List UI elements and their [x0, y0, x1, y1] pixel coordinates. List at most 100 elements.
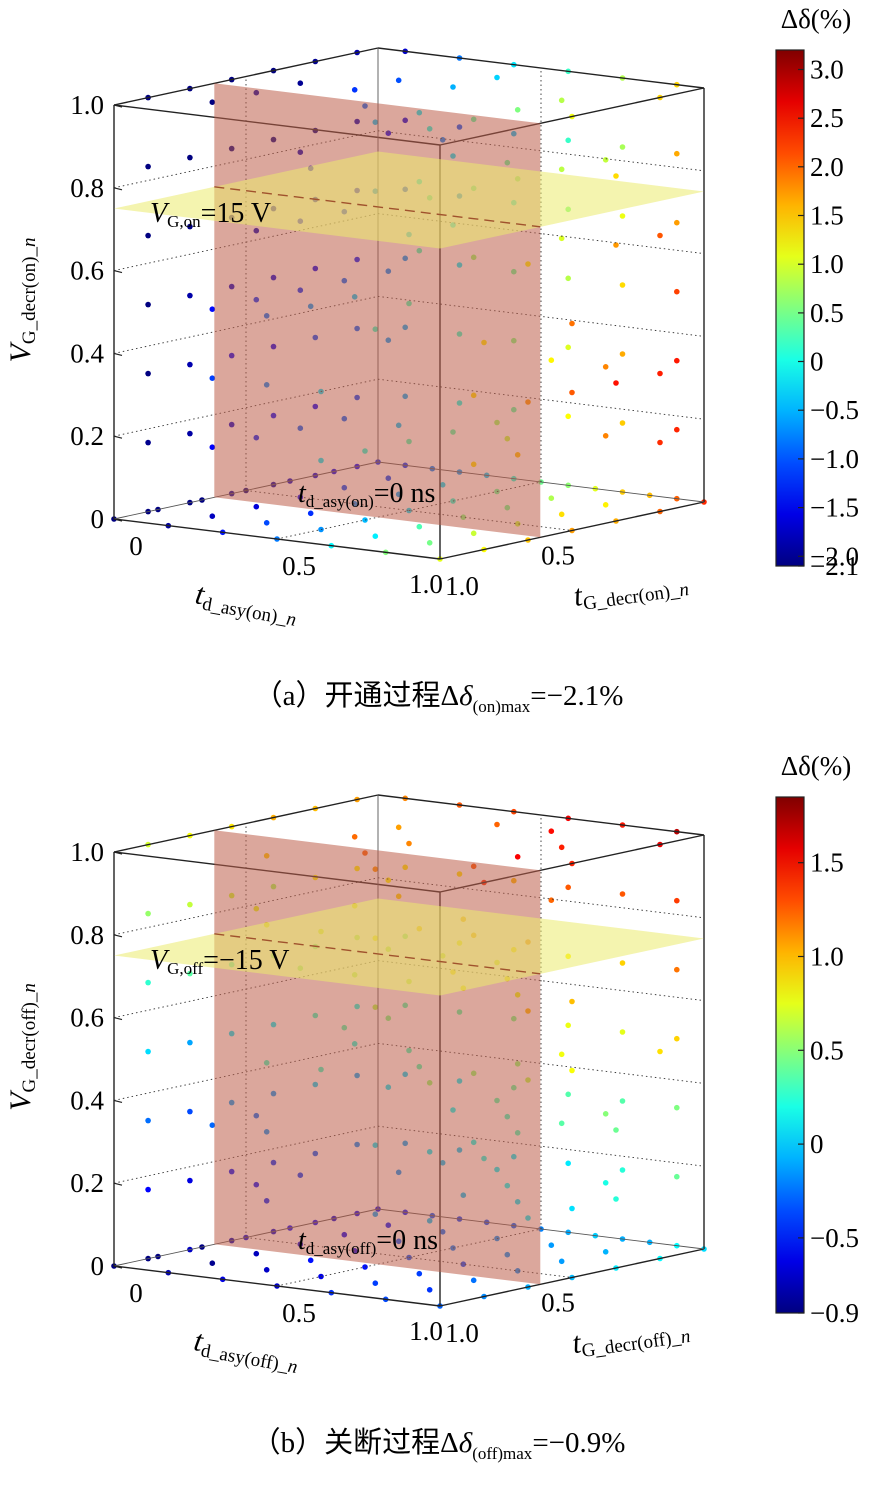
colorbar-title: Δδ(%) — [781, 4, 852, 34]
z-tick — [113, 270, 123, 274]
colorbar — [775, 796, 805, 1314]
y-axis-label-group: tG_decr(on)_n — [571, 579, 690, 615]
data-point — [569, 389, 575, 396]
colorbar-tick-label: 1.5 — [810, 848, 844, 878]
data-point — [548, 495, 555, 502]
data-point — [602, 364, 609, 370]
data-point — [674, 966, 680, 973]
data-point — [619, 282, 626, 288]
data-point — [613, 380, 619, 386]
z-axis-label-part: G_decr(on)_ — [19, 247, 40, 345]
data-point — [395, 77, 402, 84]
chart-panel-a: VG,on=15 Vtd_asy(on)=0 ns00.20.40.60.81.… — [4, 4, 859, 631]
data-point — [494, 821, 500, 828]
z-tick — [113, 851, 123, 855]
data-point — [187, 1108, 193, 1115]
data-point — [307, 1257, 314, 1264]
z-tick — [113, 1017, 123, 1021]
data-point — [565, 344, 571, 351]
data-point — [548, 357, 555, 364]
x-axis-label-group: td_asy(on)_n — [193, 577, 298, 631]
colorbar-tick-label: 0.5 — [810, 298, 844, 328]
data-point — [619, 891, 626, 897]
z-tick-label: 1.0 — [70, 837, 104, 867]
data-point — [619, 1098, 626, 1104]
data-point — [657, 232, 663, 239]
floor-label: td_asy(off)=0 ns — [298, 1225, 438, 1258]
data-point — [187, 1177, 193, 1184]
data-point — [209, 99, 216, 105]
data-point — [619, 1029, 626, 1035]
z-tick — [113, 1265, 123, 1269]
y-axis-label: tG_decr(off)_n — [570, 1311, 692, 1363]
x-axis-label-group: td_asy(off)_n — [192, 1324, 300, 1378]
colorbar-tick-label: 0 — [810, 1129, 824, 1159]
data-point — [558, 1258, 565, 1265]
plane-v-const — [114, 898, 704, 996]
y-axis-label-part: G_decr(on)_ — [582, 581, 682, 615]
data-point — [209, 1260, 216, 1266]
data-point — [209, 306, 216, 313]
data-point — [426, 1287, 433, 1293]
data-point — [307, 510, 314, 517]
data-point — [619, 1167, 626, 1173]
data-point — [565, 413, 571, 420]
y-axis-label-part: n — [678, 579, 690, 601]
y-tick-label: 1.0 — [445, 1318, 479, 1348]
z-tick-label: 0.6 — [70, 1003, 104, 1033]
data-point — [569, 1067, 575, 1074]
data-point — [145, 1048, 151, 1055]
z-axis-label-group: VG_decr(on)_n — [4, 238, 40, 363]
colorbar-tick-label: 2.5 — [810, 103, 844, 133]
z-axis-label-part: n — [19, 983, 40, 993]
z-tick-label: 0.8 — [70, 173, 104, 203]
data-point — [558, 97, 565, 104]
data-point — [145, 370, 151, 377]
data-point — [209, 375, 216, 382]
z-axis-label-part: n — [19, 238, 40, 248]
data-point — [145, 1117, 151, 1124]
z-axis-label-part: G_decr(off)_ — [19, 992, 40, 1092]
colorbar-tick-label: 0.5 — [810, 1035, 844, 1065]
x-tick-label: 1.0 — [409, 1316, 443, 1346]
data-point — [569, 1205, 575, 1212]
plane-label-part: =15 V — [201, 198, 272, 229]
data-point — [209, 444, 216, 451]
data-point — [619, 144, 626, 150]
x-tick-label: 0.5 — [541, 541, 575, 571]
y-axis-label-group: tG_decr(off)_n — [570, 1311, 692, 1363]
data-point — [613, 173, 619, 179]
data-point — [619, 960, 626, 966]
chart-panel-b: VG,off=−15 Vtd_asy(off)=0 ns00.20.40.60.… — [4, 751, 859, 1378]
z-tick — [113, 104, 123, 108]
data-point — [657, 439, 663, 446]
data-point — [558, 844, 565, 851]
x-tick-label: 0.5 — [541, 1288, 575, 1318]
z-tick — [113, 352, 123, 356]
y-tick-label: 0 — [129, 1278, 143, 1308]
floor-label-part: t — [298, 1225, 307, 1256]
z-tick-label: 0.4 — [70, 1085, 104, 1115]
z-axis-label-group: VG_decr(off)_n — [4, 983, 40, 1111]
z-tick — [113, 1099, 123, 1103]
data-point — [674, 426, 680, 433]
data-point — [569, 320, 575, 327]
caption-b: （b）关断过程Δδ(off)max=−0.9% — [251, 1427, 626, 1463]
data-point — [558, 1120, 565, 1127]
data-point — [297, 80, 304, 86]
data-point — [565, 884, 571, 891]
data-point — [602, 157, 609, 163]
data-point — [395, 824, 402, 831]
colorbar-tick-label: −0.5 — [810, 395, 859, 425]
data-point — [565, 1160, 571, 1167]
colorbar — [775, 49, 805, 567]
data-point — [657, 370, 663, 377]
data-point — [565, 137, 571, 144]
data-point — [602, 1111, 609, 1117]
plane-label-part: =−15 V — [203, 945, 289, 976]
data-point — [145, 910, 151, 917]
z-axis-label-part: V — [4, 340, 37, 362]
y-tick-label: 0 — [129, 531, 143, 561]
